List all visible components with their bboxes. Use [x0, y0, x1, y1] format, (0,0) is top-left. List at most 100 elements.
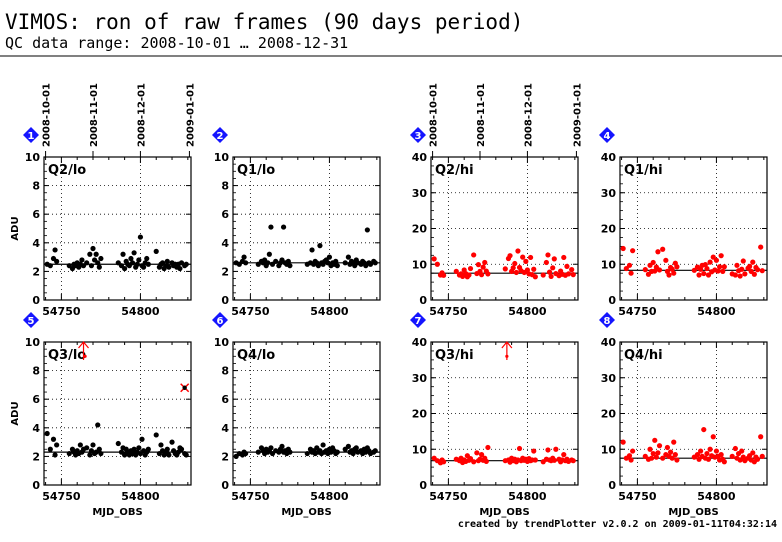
x-tick-label: 54800	[121, 305, 160, 318]
y-tick-label: 20	[601, 223, 617, 236]
data-point	[663, 257, 669, 263]
data-point	[628, 457, 634, 463]
y-tick-label: 0	[608, 479, 616, 492]
data-point	[515, 248, 521, 254]
y-tick-label: 10	[412, 443, 428, 456]
y-axis-title: ADU	[10, 216, 21, 240]
data-point	[650, 259, 656, 266]
data-point	[483, 458, 489, 465]
x-tick-label: 54750	[618, 305, 657, 318]
data-point	[66, 450, 72, 457]
data-point	[513, 269, 519, 276]
data-point	[285, 258, 291, 264]
data-point	[710, 434, 716, 440]
data-point	[47, 446, 53, 452]
data-point	[758, 434, 764, 440]
data-point	[655, 450, 661, 456]
data-point	[532, 274, 538, 280]
data-point	[751, 271, 757, 277]
date-tick-label: 2009-01-01	[572, 83, 583, 147]
data-point	[702, 262, 708, 268]
data-point	[478, 272, 485, 278]
data-point	[750, 450, 756, 456]
y-tick-label: 2	[221, 265, 229, 278]
data-point	[742, 271, 748, 277]
data-point	[372, 448, 378, 454]
data-point	[672, 452, 678, 458]
y-tick-label: 0	[608, 294, 616, 307]
data-point	[95, 260, 101, 266]
y-tick-label: 6	[221, 208, 229, 221]
data-point	[280, 224, 287, 230]
data-point	[342, 260, 348, 266]
data-point	[669, 266, 675, 272]
panel-badge-number: 1	[28, 131, 35, 142]
data-point	[145, 446, 151, 452]
y-tick-label: 40	[601, 336, 617, 349]
y-tick-label: 4	[221, 237, 229, 250]
y-tick-label: 20	[412, 223, 428, 236]
data-point	[95, 422, 101, 428]
data-point	[96, 446, 102, 452]
data-point	[732, 272, 738, 278]
panel-badge	[410, 127, 426, 143]
y-tick-label: 40	[412, 151, 428, 164]
data-point	[729, 453, 735, 459]
data-point	[441, 459, 447, 465]
data-point	[471, 459, 477, 465]
y-tick-label: 40	[412, 336, 428, 349]
plot-frame	[232, 341, 381, 486]
data-point	[467, 455, 474, 462]
data-point	[739, 266, 745, 272]
y-tick-label: 8	[32, 365, 40, 378]
x-axis-title: MJD_OBS	[479, 507, 529, 518]
data-point	[326, 254, 333, 260]
data-point	[243, 450, 249, 457]
data-point	[54, 258, 60, 264]
y-tick-label: 10	[601, 443, 617, 456]
data-point	[734, 262, 740, 268]
date-tick-label: 2009-01-01	[185, 83, 196, 147]
data-point	[694, 452, 701, 458]
data-point	[145, 261, 151, 267]
data-point	[98, 450, 104, 457]
data-point	[166, 264, 172, 270]
data-point	[737, 273, 743, 279]
data-point	[698, 266, 704, 272]
data-point	[754, 456, 761, 462]
data-point	[166, 452, 172, 458]
data-point	[128, 255, 134, 262]
data-point	[265, 260, 271, 266]
data-point	[754, 267, 761, 273]
data-point	[79, 257, 85, 263]
data-point	[93, 251, 99, 257]
plot-frame	[232, 156, 381, 301]
data-point	[710, 254, 716, 260]
data-point	[570, 272, 576, 278]
data-point	[551, 256, 557, 262]
data-point	[372, 260, 378, 266]
x-tick-label: 54800	[310, 490, 349, 503]
data-point	[134, 261, 140, 267]
panel-badge-number: 2	[217, 131, 224, 142]
data-point	[652, 437, 658, 443]
data-point	[713, 448, 720, 454]
x-tick-label: 54800	[697, 305, 736, 318]
data-point	[512, 260, 518, 267]
date-tick-label: 2008-12-01	[136, 83, 147, 147]
y-tick-label: 30	[412, 187, 428, 200]
data-point	[696, 272, 702, 278]
data-point	[507, 253, 513, 259]
data-point	[467, 265, 474, 272]
y-tick-label: 30	[601, 187, 617, 200]
data-point	[701, 270, 707, 277]
panel-badge-number: 6	[217, 316, 224, 327]
data-point	[144, 255, 150, 262]
plot-frame	[43, 156, 192, 301]
panel-badge	[23, 127, 39, 143]
data-point	[334, 449, 340, 455]
data-point	[158, 442, 164, 448]
x-tick-label: 54750	[42, 305, 81, 318]
data-point	[620, 439, 626, 445]
data-point	[273, 258, 279, 264]
